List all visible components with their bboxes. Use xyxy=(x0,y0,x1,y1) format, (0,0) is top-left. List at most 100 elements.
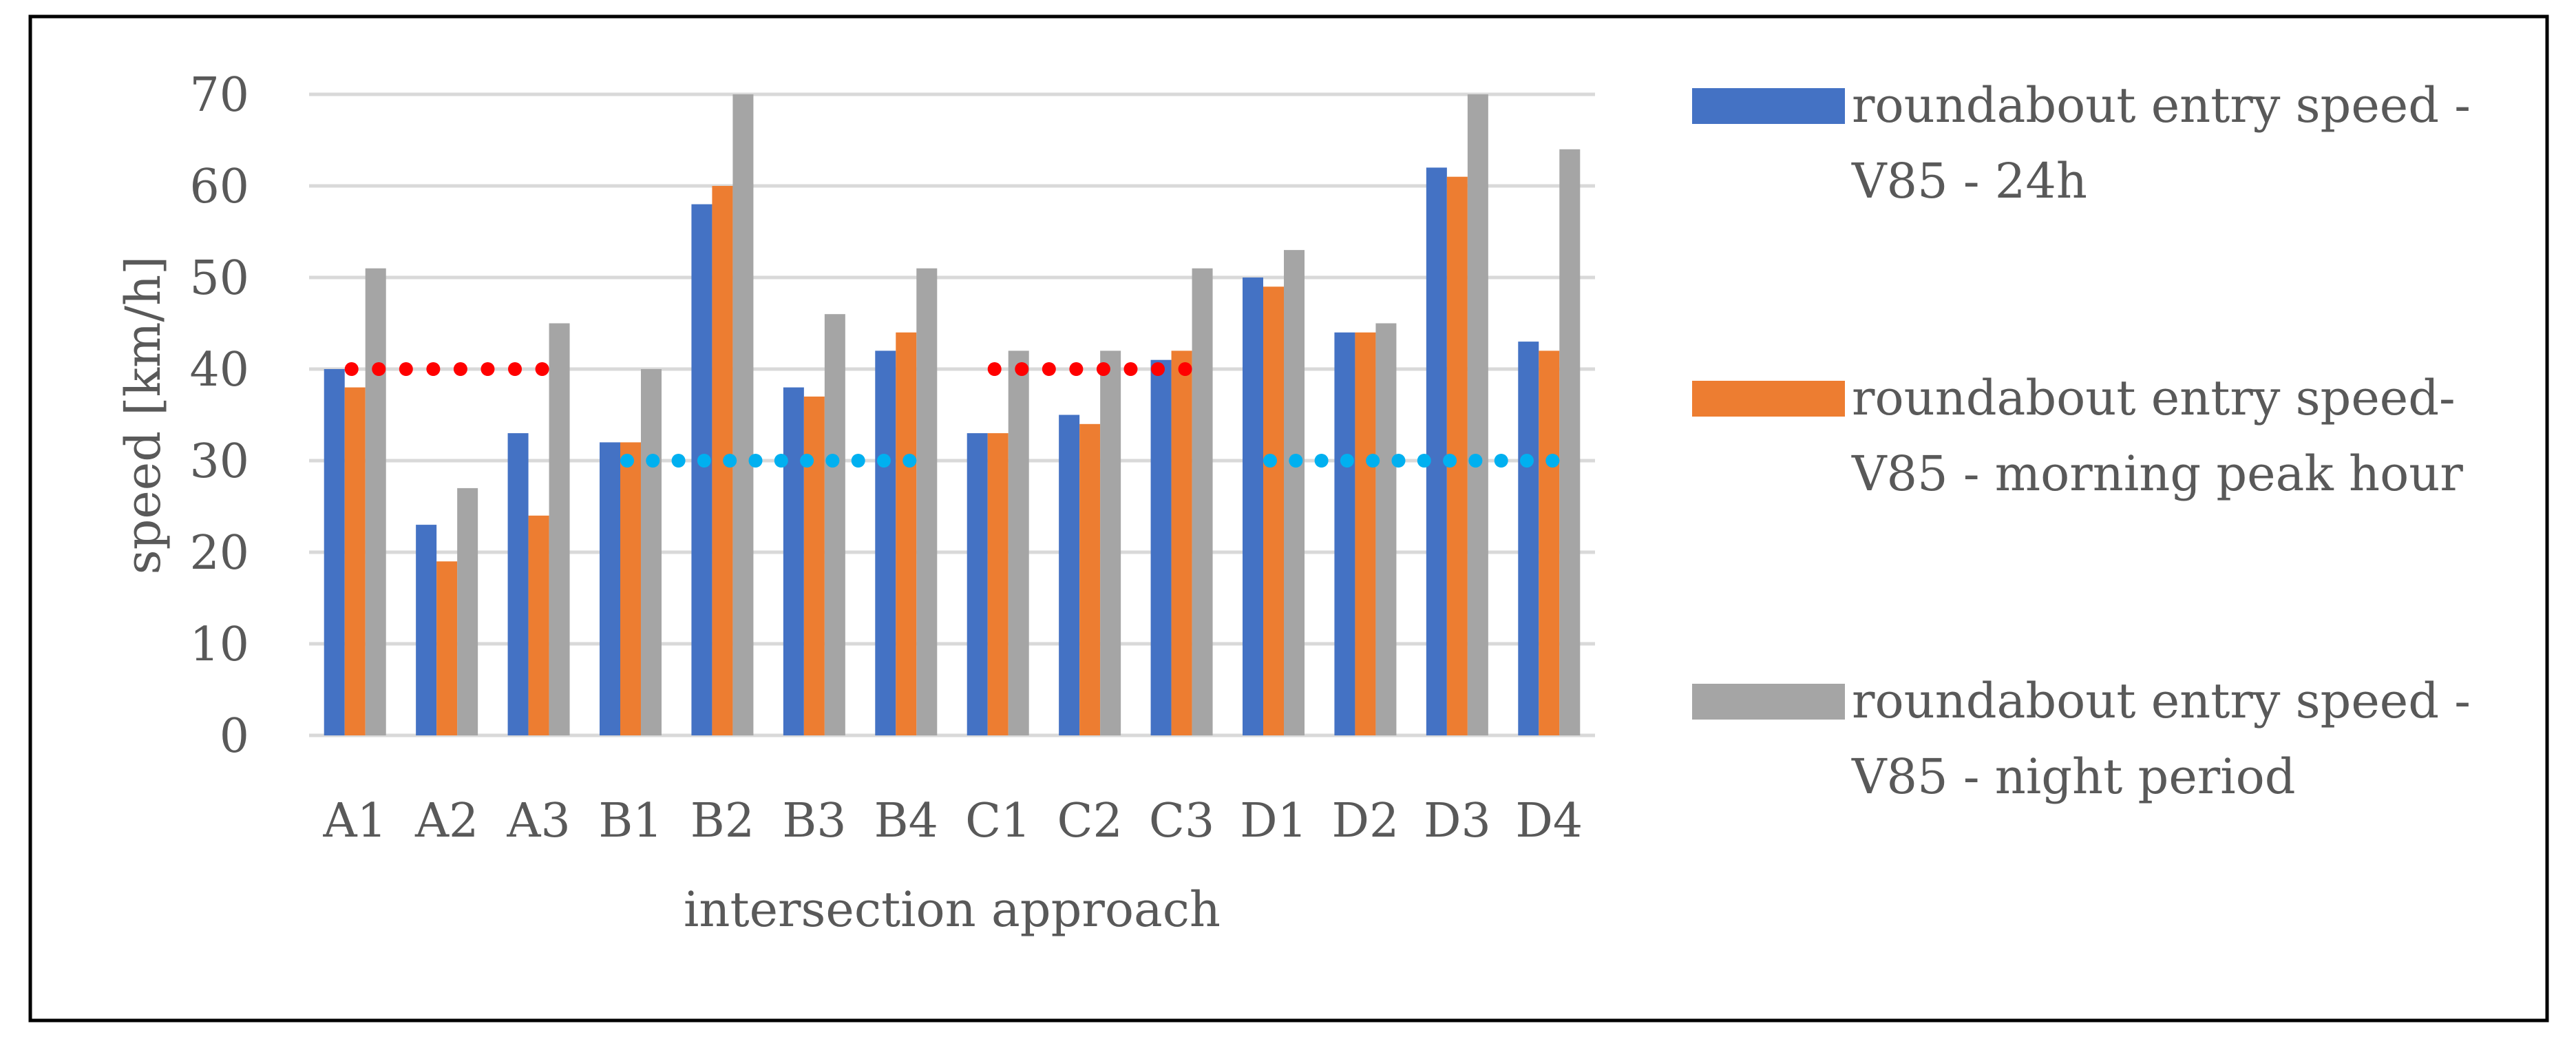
reference-dot xyxy=(1263,454,1277,468)
bar-B3-series-3 xyxy=(824,314,845,735)
reference-dot xyxy=(344,362,359,376)
bar-C2-series-3 xyxy=(1100,350,1121,735)
bar-A2-series-3 xyxy=(457,488,478,735)
bar-A2-series-1 xyxy=(416,525,437,735)
reference-dot xyxy=(535,362,549,376)
x-tick-label: D2 xyxy=(1332,794,1400,848)
legend-swatch xyxy=(1692,684,1845,720)
reference-dot xyxy=(1015,362,1029,376)
reference-dot xyxy=(876,454,891,468)
bar-B4-series-3 xyxy=(916,268,938,735)
bar-C2-series-2 xyxy=(1079,423,1101,735)
y-tick-label: 60 xyxy=(189,160,249,214)
reference-dot xyxy=(1042,362,1056,376)
reference-dot xyxy=(1443,454,1457,468)
reference-dot xyxy=(723,454,737,468)
legend-item-3: roundabout entry speed - V85 - night peri… xyxy=(1692,673,2471,805)
reference-dot xyxy=(1545,454,1560,468)
reference-line xyxy=(987,362,1192,376)
x-tick-label: A1 xyxy=(323,794,387,848)
reference-dot xyxy=(620,454,634,468)
y-tick-label: 40 xyxy=(189,343,249,397)
bar-C1-series-3 xyxy=(1008,350,1029,735)
y-tick-label: 0 xyxy=(220,709,249,764)
reference-lines xyxy=(344,362,1560,468)
x-tick-label: C2 xyxy=(1057,794,1122,848)
x-tick-labels: A1 A2 A3 B1 B2 B3 B4 C1 C2 C3 D1 D2 D3 D4 xyxy=(323,794,1583,848)
bar-D2-series-1 xyxy=(1334,332,1355,735)
bars xyxy=(324,94,1581,736)
legend-item-1: roundabout entry speed - V85 - 24h xyxy=(1692,77,2471,209)
reference-dot xyxy=(987,362,1002,376)
x-tick-label: A3 xyxy=(506,794,570,848)
reference-line xyxy=(344,362,549,376)
x-tick-label: D4 xyxy=(1515,794,1583,848)
reference-dot xyxy=(1366,454,1380,468)
y-tick-label: 10 xyxy=(189,618,249,672)
bar-A3-series-1 xyxy=(507,433,529,735)
x-tick-label: D3 xyxy=(1424,794,1491,848)
y-axis-label: speed [km/h] xyxy=(115,256,171,575)
bar-D2-series-2 xyxy=(1355,332,1376,735)
bar-D4-series-1 xyxy=(1518,342,1539,736)
reference-dot xyxy=(825,454,840,468)
reference-dot xyxy=(1391,454,1406,468)
bar-D1-series-1 xyxy=(1243,277,1263,735)
y-tick-label: 30 xyxy=(189,434,249,489)
reference-dot xyxy=(1069,362,1084,376)
bar-D2-series-3 xyxy=(1375,323,1397,735)
reference-dot xyxy=(1519,454,1534,468)
reference-dot xyxy=(1151,362,1165,376)
y-tick-label: 20 xyxy=(189,526,249,580)
reference-dot xyxy=(508,362,522,376)
reference-dot xyxy=(1096,362,1110,376)
reference-dot xyxy=(851,454,865,468)
legend-label: roundabout entry speed - xyxy=(1852,77,2471,134)
y-tick-label: 50 xyxy=(189,251,249,306)
bar-B3-series-2 xyxy=(803,396,825,735)
reference-dot xyxy=(748,454,763,468)
bar-A1-series-2 xyxy=(344,387,366,735)
reference-dot xyxy=(1340,454,1354,468)
reference-dot xyxy=(1123,362,1138,376)
reference-dot xyxy=(800,454,814,468)
y-tick-label: 70 xyxy=(189,68,249,123)
reference-dot xyxy=(426,362,441,376)
bar-D1-series-2 xyxy=(1263,286,1284,735)
x-tick-label: A2 xyxy=(414,794,478,848)
bar-C2-series-1 xyxy=(1059,415,1080,735)
bar-C1-series-2 xyxy=(987,433,1009,735)
x-tick-label: C3 xyxy=(1149,794,1214,848)
legend-swatch xyxy=(1692,88,1845,124)
legend-label: roundabout entry speed - xyxy=(1852,673,2471,729)
legend-label: V85 - 24h xyxy=(1851,153,2087,209)
bar-C3-series-2 xyxy=(1171,350,1192,735)
x-tick-label: D1 xyxy=(1240,794,1307,848)
reference-line xyxy=(620,454,917,468)
x-tick-label: B2 xyxy=(690,794,754,848)
reference-dot xyxy=(453,362,467,376)
legend-swatch xyxy=(1692,381,1845,417)
legend-label: V85 - morning peak hour xyxy=(1851,446,2463,502)
x-tick-label: B1 xyxy=(598,794,662,848)
reference-dot xyxy=(399,362,413,376)
bar-C3-series-3 xyxy=(1192,268,1213,735)
bar-C3-series-1 xyxy=(1150,359,1172,735)
reference-dot xyxy=(1289,454,1303,468)
legend: roundabout entry speed -V85 - 24hroundab… xyxy=(1692,77,2471,805)
bar-B4-series-2 xyxy=(896,332,917,735)
bar-A1-series-1 xyxy=(324,369,345,735)
reference-dot xyxy=(902,454,917,468)
bar-A3-series-3 xyxy=(549,323,570,735)
reference-dot xyxy=(1314,454,1329,468)
bar-B1-series-2 xyxy=(620,442,641,735)
bar-D1-series-3 xyxy=(1284,250,1305,736)
reference-line xyxy=(1263,454,1560,468)
reference-dot xyxy=(1494,454,1508,468)
bar-A3-series-2 xyxy=(528,515,549,735)
reference-dot xyxy=(1178,362,1192,376)
bar-B1-series-3 xyxy=(641,369,662,735)
legend-label: V85 - night period xyxy=(1851,748,2296,805)
bar-B2-series-3 xyxy=(732,94,754,735)
x-tick-label: C1 xyxy=(965,794,1031,848)
